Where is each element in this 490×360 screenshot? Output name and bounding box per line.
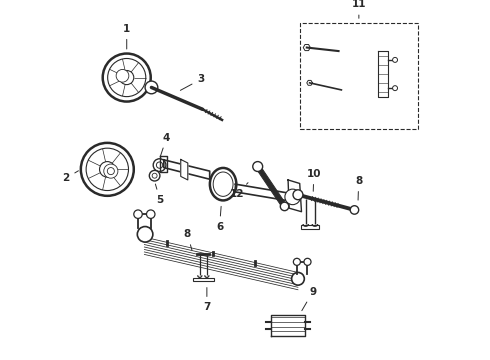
Circle shape <box>293 190 303 200</box>
Text: 1: 1 <box>123 24 130 49</box>
Text: 5: 5 <box>155 184 164 205</box>
Text: 7: 7 <box>203 288 211 312</box>
Circle shape <box>253 162 263 171</box>
Circle shape <box>304 258 311 265</box>
Polygon shape <box>236 184 294 202</box>
Circle shape <box>294 258 300 265</box>
Circle shape <box>350 206 359 214</box>
Circle shape <box>156 162 163 168</box>
Polygon shape <box>164 160 210 179</box>
Circle shape <box>149 170 160 181</box>
Text: 8: 8 <box>184 229 192 250</box>
Circle shape <box>153 159 166 171</box>
Circle shape <box>147 210 155 219</box>
Circle shape <box>116 69 129 82</box>
Text: 12: 12 <box>230 183 248 199</box>
Polygon shape <box>181 159 188 180</box>
Polygon shape <box>160 156 167 172</box>
Circle shape <box>120 71 134 85</box>
Bar <box>301 225 319 229</box>
Circle shape <box>134 210 142 219</box>
Circle shape <box>152 173 157 178</box>
Polygon shape <box>288 180 301 212</box>
Circle shape <box>292 273 304 285</box>
Ellipse shape <box>210 168 236 201</box>
Text: 11: 11 <box>352 0 366 18</box>
Text: 6: 6 <box>216 206 223 231</box>
Text: 3: 3 <box>180 74 204 90</box>
Polygon shape <box>271 315 305 336</box>
Circle shape <box>280 202 289 211</box>
Text: 4: 4 <box>160 132 171 156</box>
Text: 9: 9 <box>302 287 317 311</box>
Circle shape <box>99 162 115 177</box>
Circle shape <box>285 189 300 204</box>
Circle shape <box>104 164 118 178</box>
Text: 8: 8 <box>355 176 362 200</box>
Circle shape <box>86 148 128 190</box>
Circle shape <box>392 58 397 62</box>
Circle shape <box>145 81 158 94</box>
Circle shape <box>107 168 114 175</box>
Ellipse shape <box>213 172 233 196</box>
Circle shape <box>392 86 397 91</box>
Bar <box>300 23 418 129</box>
Circle shape <box>108 58 146 96</box>
Text: 10: 10 <box>307 169 321 191</box>
Bar <box>193 278 214 281</box>
Circle shape <box>81 143 134 196</box>
Polygon shape <box>378 51 388 97</box>
Circle shape <box>103 54 151 102</box>
Circle shape <box>137 226 153 242</box>
Text: 2: 2 <box>62 171 78 183</box>
